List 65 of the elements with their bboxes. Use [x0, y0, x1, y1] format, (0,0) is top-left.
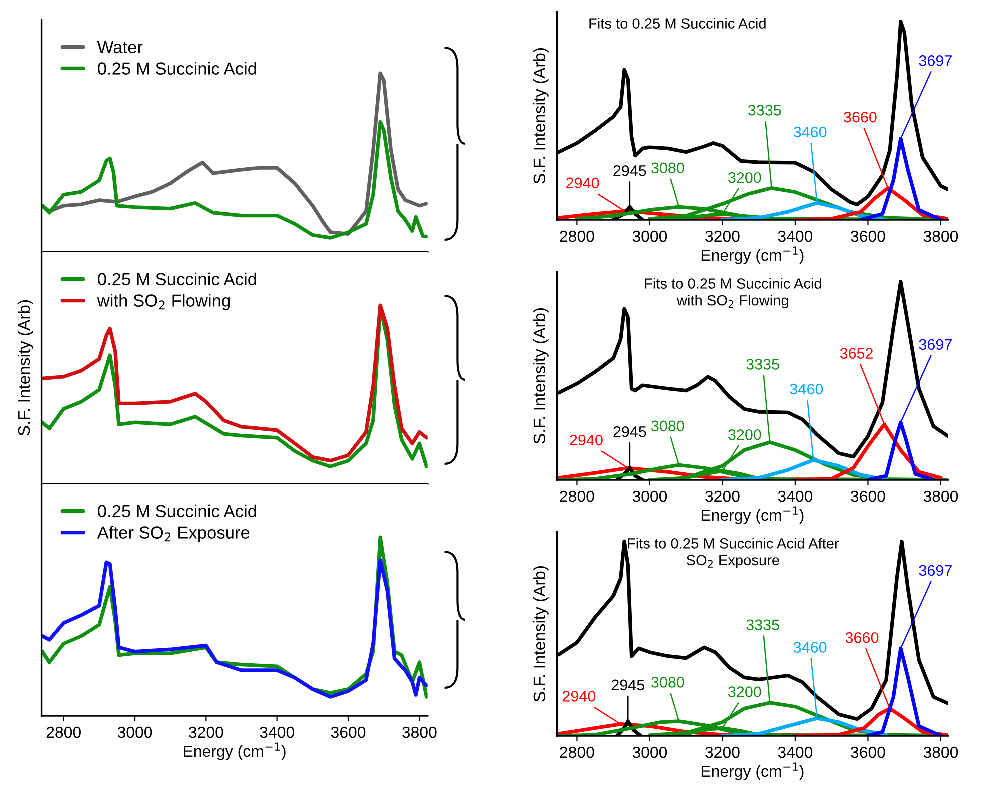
- x-tick-label: 3000: [632, 746, 668, 758]
- annotation: 3335: [746, 620, 780, 631]
- x-tick-label: 2800: [560, 746, 594, 758]
- annotation: 3200: [728, 686, 762, 698]
- x-axis-title: Energy (cm$^{−1}$): [702, 246, 804, 264]
- chart-title: Fits to 0.25 M Succinic Acid with SO$_{2}$ Flowing: [645, 278, 822, 309]
- annotation: 3080: [652, 162, 684, 174]
- annotation: 3697: [919, 339, 952, 350]
- x-tick-label: 2800: [560, 490, 594, 502]
- x-tick-label: 2800: [46, 726, 81, 738]
- annotation: 2945: [614, 426, 646, 438]
- x-tick-label: 3600: [331, 726, 366, 738]
- x-tick-label: 3800: [924, 230, 958, 242]
- x-tick-label: 3000: [632, 490, 668, 502]
- x-tick-label: 2800: [560, 230, 594, 242]
- legend-label: with SO$_{2}$ Flowing: [97, 294, 230, 310]
- y-axis-title: S.F. Intensity (Arb): [533, 566, 549, 702]
- x-tick-label: 3000: [632, 230, 668, 242]
- legend-label: After SO$_{2}$ Exposure: [97, 526, 250, 542]
- annotation: 3200: [728, 429, 762, 440]
- x-axis-title: Energy (cm$^{−1}$): [702, 762, 804, 780]
- x-tick-label: 3200: [706, 746, 740, 758]
- x-tick-label: 3000: [118, 726, 152, 738]
- x-tick-label: 3800: [402, 726, 437, 738]
- x-tick-label: 3800: [924, 490, 958, 502]
- annotation: 3335: [746, 359, 780, 370]
- annotation: 3697: [919, 56, 952, 66]
- chart-title: Fits to 0.25 M Succinic Acid: [590, 18, 766, 29]
- annotation: 2945: [614, 166, 646, 176]
- chart-title: Fits to 0.25 M Succinic Acid After SO$_{2}$ Exposure: [628, 538, 840, 568]
- annotation: 3335: [748, 105, 782, 116]
- annotation: 2945: [612, 680, 644, 691]
- annotation: 3660: [846, 632, 879, 644]
- annotation: 3660: [844, 112, 877, 123]
- legend-label: 0.25 M Succinic Acid: [98, 504, 256, 518]
- annotation: 3080: [652, 420, 684, 432]
- annotation: 2940: [566, 178, 600, 189]
- x-tick-label: 3600: [851, 230, 886, 242]
- x-tick-label: 3400: [778, 746, 813, 758]
- annotation: 3697: [919, 565, 952, 576]
- x-tick-label: 3600: [851, 746, 886, 758]
- annotation: 2940: [570, 434, 603, 446]
- y-axis-title: S.F. Intensity (Arb): [533, 308, 549, 444]
- x-axis-title: Energy (cm$^{−1}$): [184, 742, 286, 760]
- x-tick-label: 3200: [706, 490, 740, 502]
- x-tick-label: 3800: [924, 746, 958, 758]
- y-axis-title: S.F. Intensity (Arb): [533, 48, 549, 184]
- annotation: 3460: [794, 126, 827, 138]
- legend-label: 0.25 M Succinic Acid: [98, 272, 256, 286]
- x-tick-label: 3400: [778, 490, 813, 502]
- annotation: 3460: [794, 642, 827, 653]
- legend-label: Water: [97, 41, 143, 54]
- x-tick-label: 3400: [260, 726, 294, 738]
- x-tick-label: 3200: [706, 230, 740, 242]
- annotation: 3460: [790, 384, 824, 395]
- x-axis-title: Energy (cm$^{−1}$): [702, 506, 804, 524]
- x-tick-label: 3200: [189, 726, 224, 738]
- annotation: 3652: [840, 348, 874, 360]
- annotation: 2940: [562, 691, 596, 702]
- y-axis-title: S.F. Intensity (Arb): [18, 300, 34, 436]
- annotation: 3080: [652, 677, 684, 688]
- x-tick-label: 3400: [778, 230, 813, 242]
- x-tick-label: 3600: [851, 490, 886, 502]
- legend-label: 0.25 M Succinic Acid: [98, 62, 256, 75]
- annotation: 3200: [728, 172, 762, 184]
